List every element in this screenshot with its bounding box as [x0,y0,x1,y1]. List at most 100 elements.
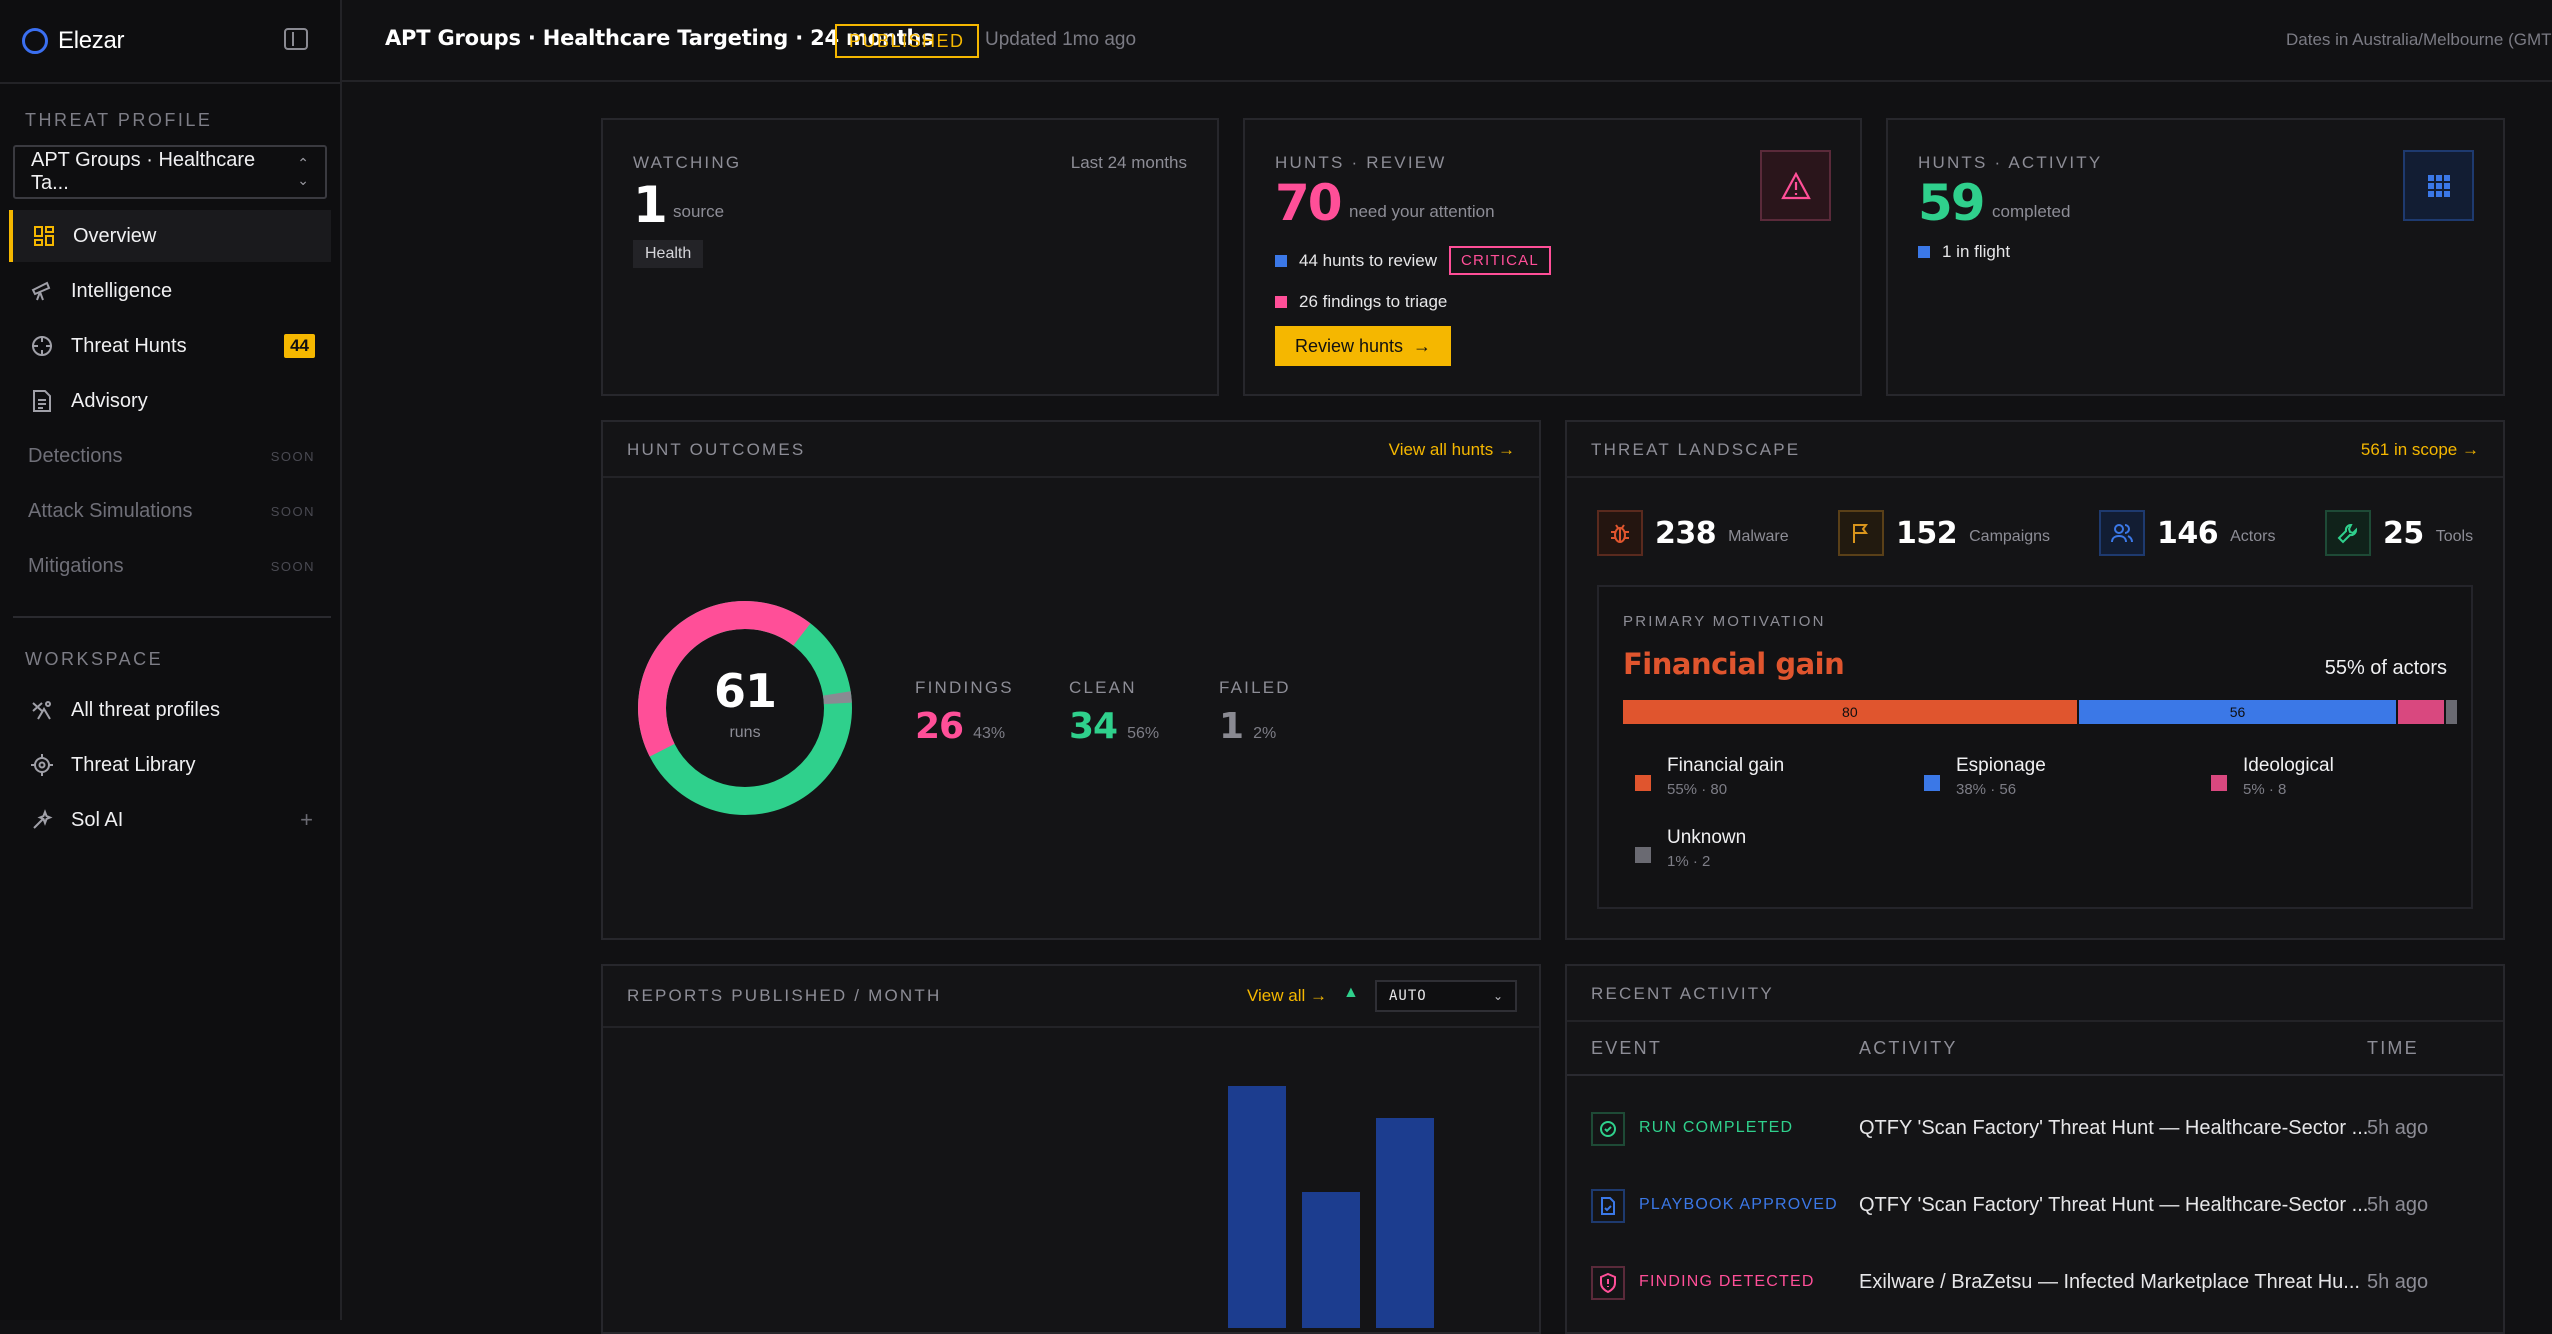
arrow-right-icon: → [1498,440,1515,459]
legend-square [1635,847,1651,863]
tools-metric[interactable]: 25 Tools [2325,510,2473,556]
brand[interactable]: Elezar [22,24,125,58]
legend-detail: 1% · 2 [1667,853,1711,870]
time-text: 5h ago [2367,1271,2429,1293]
table-row[interactable]: PLAYBOOK APPROVED QTFY 'Scan Factory' Th… [1567,1173,2503,1243]
legend-financial-gain: Financial gain 55% · 80 [1635,755,1784,798]
actors-metric[interactable]: 146 Actors [2099,510,2275,556]
bug-icon [1597,510,1643,556]
table-row[interactable]: FINDING DETECTED Exilware / BraZetsu — I… [1567,1250,2503,1320]
document-icon [29,388,55,414]
threat-profile-label: THREAT PROFILE [25,110,213,130]
dashboard-icon [31,223,57,249]
clean-stat: CLEAN 34 56% [1069,678,1159,747]
watching-tag[interactable]: Health [633,240,704,268]
divider [603,1026,1539,1028]
threat-landscape-label: THREAT LANDSCAPE [1591,440,1801,459]
in-scope-label: 561 in scope [2360,440,2458,459]
actors-value: 146 [2157,515,2219,551]
nav-label: Detections [28,444,123,467]
logo-icon [22,28,48,54]
legend-square [1275,254,1287,267]
critical-badge: CRITICAL [1448,246,1551,275]
hunts-review-count: 70 [1275,174,1343,232]
primary-motivation-value: Financial gain [1623,647,1845,681]
nav-threat-hunts[interactable]: Threat Hunts 44 [9,320,331,372]
legend-square [1635,775,1651,791]
failed-value: 1 [1219,706,1244,747]
failed-label: FAILED [1219,678,1291,697]
nav-overview[interactable]: Overview [9,210,331,262]
campaigns-value: 152 [1896,515,1958,551]
view-all-hunts-label: View all hunts [1388,440,1494,459]
motivation-segment[interactable] [2445,700,2457,724]
malware-label: Malware [1728,528,1789,545]
column-event: EVENT [1591,1038,1663,1058]
watching-unit: source [673,202,725,221]
findings-pct: 43% [973,725,1006,742]
nav-label: All threat profiles [71,698,220,721]
nav-label: Threat Library [71,753,196,776]
report-bar[interactable] [1228,1086,1286,1328]
sparkle-icon [29,807,55,833]
malware-metric[interactable]: 238 Malware [1597,510,1789,556]
findings-to-triage-text: 26 findings to triage [1299,292,1448,311]
hunts-to-review-text: 44 hunts to review [1299,250,1437,270]
add-icon[interactable]: + [300,807,313,832]
reports-label: REPORTS PUBLISHED / MONTH [627,986,942,1005]
nav-mitigations: Mitigations SOON [9,540,331,592]
telescope-icon [29,278,55,304]
profiles-icon [29,697,55,723]
in-scope-link[interactable]: 561 in scope → [2361,440,2479,460]
legend-name: Financial gain [1667,755,1785,776]
users-icon [2099,510,2145,556]
nav-sol-ai[interactable]: Sol AI + [9,794,331,846]
shield-alert-icon [1591,1266,1625,1300]
profile-select[interactable]: APT Groups · Healthcare Ta... ⌃ ⌄ [13,145,327,199]
collapse-sidebar-icon[interactable] [284,28,308,50]
motivation-segment[interactable]: 56 [2078,700,2397,724]
tools-value: 25 [2383,515,2424,551]
in-flight-text: 1 in flight [1942,242,2011,261]
nav-all-threat-profiles[interactable]: All threat profiles [9,684,331,736]
view-all-hunts-link[interactable]: View all hunts → [1389,440,1515,460]
table-row[interactable]: RUN COMPLETED QTFY 'Scan Factory' Threat… [1567,1096,2503,1166]
legend-detail: 55% · 80 [1667,781,1728,798]
watching-card: WATCHING Last 24 months 1 source Health [601,118,1219,396]
soon-tag: SOON [270,448,315,464]
divider [1567,1074,2503,1076]
motivation-segment-label: 80 [1842,704,1858,720]
motivation-segment[interactable] [2398,700,2444,724]
wrench-icon [2325,510,2371,556]
timezone-text: Dates in Australia/Melbourne (GMT+ [2286,30,2552,49]
column-time: TIME [2367,1038,2419,1058]
nav-advisory[interactable]: Advisory [9,375,331,427]
reports-bar-chart [1228,1086,1434,1328]
reports-view-all-link[interactable]: View all → [1247,986,1327,1006]
report-bar[interactable] [1302,1192,1360,1328]
crosshair-icon [29,333,55,359]
reports-card: REPORTS PUBLISHED / MONTH View all → ▲ A… [601,964,1541,1334]
review-hunts-button[interactable]: Review hunts → [1275,326,1451,366]
period-select-value: AUTO [1389,988,1427,1004]
hunts-to-review-line[interactable]: 44 hunts to review CRITICAL [1275,246,1551,275]
chevron-down-icon: ⌄ [1492,989,1503,1003]
primary-motivation-label: PRIMARY MOTIVATION [1623,613,1826,630]
tools-label: Tools [2435,528,2474,545]
motivation-segment[interactable]: 80 [1623,700,2077,724]
clean-value: 34 [1069,706,1118,747]
nav-intelligence[interactable]: Intelligence [9,265,331,317]
sidebar: Elezar THREAT PROFILE APT Groups · Healt… [0,0,342,1320]
app-name: Elezar [58,27,125,54]
findings-to-triage-line[interactable]: 26 findings to triage [1275,292,1447,312]
legend-square [2211,775,2227,791]
report-bar[interactable] [1376,1118,1434,1328]
hunts-activity-caption: completed [1992,202,2071,221]
activity-text: QTFY 'Scan Factory' Threat Hunt — Health… [1859,1194,2369,1216]
nav-label: Attack Simulations [28,499,193,522]
nav-threat-library[interactable]: Threat Library [9,739,331,791]
watching-count: 1 [633,176,668,234]
period-select[interactable]: AUTO ⌄ [1375,980,1517,1012]
campaigns-metric[interactable]: 152 Campaigns [1838,510,2050,556]
flag-icon [1838,510,1884,556]
